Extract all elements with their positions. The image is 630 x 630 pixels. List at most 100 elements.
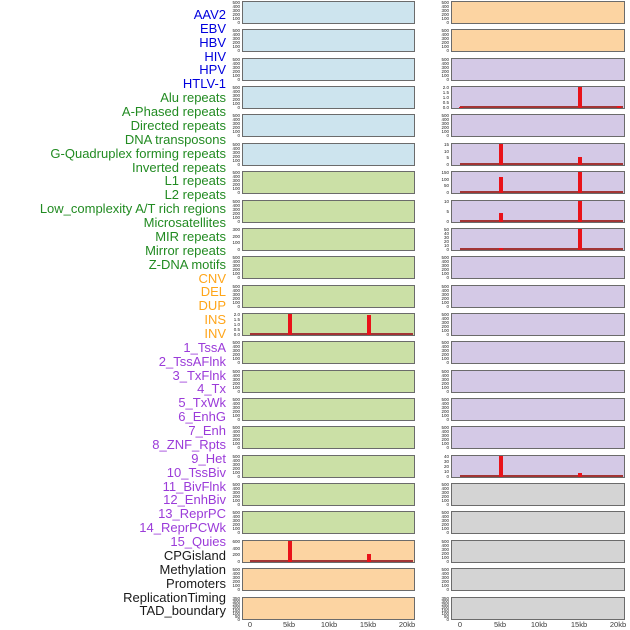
row-label-2-tssaflnk: 2_TssAFlnk xyxy=(158,353,226,369)
row-label-7-enh: 7_Enh xyxy=(188,423,226,439)
y-tick-label: 100 xyxy=(441,300,449,305)
profile-panel xyxy=(451,29,625,52)
y-tick-label: 200 xyxy=(232,40,240,45)
y-tick-label: 0 xyxy=(237,133,240,138)
y-tick-label: 100 xyxy=(232,300,240,305)
y-tick-label: 1.5 xyxy=(233,317,240,322)
y-tick-label: 400 xyxy=(232,571,240,576)
y-tick-label: 200 xyxy=(441,40,449,45)
y-tick-label: 0 xyxy=(237,558,240,564)
y-tick-label: 500 xyxy=(232,425,240,430)
y-axis-ticks: 350 300 250 200 150 100 50 0 xyxy=(225,596,241,622)
y-tick-label: 500 xyxy=(441,510,449,515)
y-tick-label: 400 xyxy=(232,373,240,378)
y-tick-label: 300 xyxy=(232,433,240,438)
y-tick-label: 300 xyxy=(232,207,240,212)
signal-baseline xyxy=(460,191,623,193)
profile-panel xyxy=(242,370,415,393)
profile-panel xyxy=(242,285,415,308)
y-tick-label: 200 xyxy=(232,12,240,17)
y-tick-label: 400 xyxy=(232,32,240,37)
y-tick-label: 0 xyxy=(237,474,240,479)
y-tick-label: 400 xyxy=(441,32,449,37)
y-tick-label: 200 xyxy=(232,552,240,558)
profile-panel xyxy=(242,483,415,506)
profile-panel xyxy=(451,511,625,534)
y-tick-label: 300 xyxy=(232,405,240,410)
y-tick-label: 400 xyxy=(232,458,240,463)
y-axis-ticks: 500 400 300 200 100 0 xyxy=(225,340,241,365)
y-tick-label: 300 xyxy=(232,377,240,382)
y-axis-ticks: 500 400 300 200 100 0 xyxy=(225,199,241,224)
signal-spike xyxy=(577,172,582,193)
y-tick-label: 300 xyxy=(441,518,449,523)
y-tick-label: 0 xyxy=(446,502,449,507)
y-axis-ticks: 2.0 1.5 1.0 0.5 0.0 xyxy=(434,85,450,110)
y-axis-ticks: 300 200 100 0 xyxy=(225,227,241,251)
y-tick-label: 50 xyxy=(443,614,449,619)
y-tick-label: 0 xyxy=(446,219,449,224)
y-tick-label: 100 xyxy=(441,441,449,446)
profile-panel xyxy=(451,313,625,336)
y-axis-ticks: 150 100 50 0 xyxy=(434,170,450,195)
row-label-z-dna-motifs: Z-DNA motifs xyxy=(148,256,226,272)
signal-spike xyxy=(288,541,293,562)
y-tick-label: 20 xyxy=(443,239,449,244)
y-tick-label: 300 xyxy=(232,263,240,268)
y-tick-label: 500 xyxy=(441,0,449,5)
y-tick-label: 400 xyxy=(232,514,240,519)
y-tick-label: 500 xyxy=(232,28,240,33)
y-axis-ticks: 500 400 300 200 100 0 xyxy=(225,255,241,280)
row-label-hiv: HIV xyxy=(204,48,226,64)
profile-panel xyxy=(242,568,415,591)
y-tick-label: 300 xyxy=(441,320,449,325)
y-axis-ticks: 500 400 300 200 100 0 xyxy=(434,28,450,53)
y-tick-label: 200 xyxy=(441,522,449,527)
row-label-10-tssbiv: 10_TssBiv xyxy=(166,464,226,480)
y-tick-label: 100 xyxy=(232,470,240,475)
y-tick-label: 200 xyxy=(232,437,240,442)
y-tick-label: 400 xyxy=(232,4,240,9)
row-label-11-bivflnk: 11_BivFlnk xyxy=(162,478,226,494)
row-label-g-quadruplex-forming-repeats: G-Quadruplex forming repeats xyxy=(50,145,226,161)
y-tick-label: 200 xyxy=(441,437,449,442)
y-tick-label: 0 xyxy=(446,189,449,195)
y-tick-label: 0 xyxy=(446,77,449,82)
row-label-15-quies: 15_Quies xyxy=(170,534,226,550)
y-tick-label: 500 xyxy=(441,567,449,572)
signal-spike xyxy=(577,157,582,165)
x-tick-label: 20kb xyxy=(398,620,416,629)
profile-panel xyxy=(451,285,625,308)
profile-panel xyxy=(242,597,415,620)
y-tick-label: 0 xyxy=(446,161,449,167)
y-axis-ticks: 500 400 300 200 100 0 xyxy=(434,340,450,365)
y-tick-label: 500 xyxy=(232,397,240,402)
y-tick-label: 500 xyxy=(232,454,240,459)
y-tick-label: 300 xyxy=(232,8,240,13)
y-tick-label: 300 xyxy=(441,8,449,13)
y-tick-label: 300 xyxy=(232,65,240,70)
profile-panel xyxy=(451,426,625,449)
row-label-cpgisland: CPGisland xyxy=(163,547,226,563)
y-tick-label: 100 xyxy=(441,44,449,49)
y-tick-label: 300 xyxy=(232,121,240,126)
y-axis-ticks: 10 5 0 xyxy=(434,199,450,224)
y-tick-label: 500 xyxy=(441,369,449,374)
y-tick-label: 400 xyxy=(441,316,449,321)
y-tick-label: 400 xyxy=(232,146,240,151)
signal-spike xyxy=(366,554,371,562)
y-tick-label: 0 xyxy=(446,332,449,337)
y-axis-ticks: 500 400 300 200 100 0 xyxy=(434,482,450,507)
y-tick-label: 200 xyxy=(441,69,449,74)
y-tick-label: 100 xyxy=(232,611,240,616)
y-tick-label: 100 xyxy=(232,101,240,106)
y-tick-label: 100 xyxy=(441,413,449,418)
y-tick-label: 100 xyxy=(232,44,240,49)
profile-panel xyxy=(451,540,625,563)
y-axis-ticks: 2.0 1.5 1.0 0.5 0.0 xyxy=(225,312,241,337)
y-tick-label: 500 xyxy=(441,425,449,430)
y-axis-ticks: 350 300 250 200 150 100 50 0 xyxy=(434,596,450,622)
y-tick-label: 500 xyxy=(441,28,449,33)
y-tick-label: 100 xyxy=(232,441,240,446)
y-tick-label: 200 xyxy=(441,12,449,17)
